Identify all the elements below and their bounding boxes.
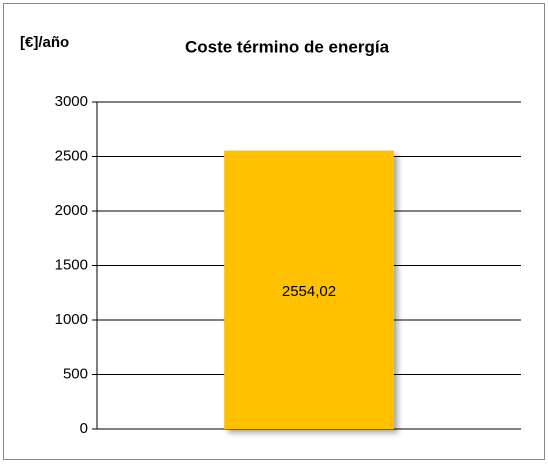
chart-title: Coste término de energía	[185, 37, 390, 56]
y-tick-label: 500	[63, 365, 88, 382]
bar	[224, 150, 394, 429]
y-tick-label: 0	[80, 420, 88, 437]
y-tick-label: 1500	[55, 256, 88, 273]
y-tick-label: 1000	[55, 311, 88, 328]
y-axis-title: [€]/año	[20, 34, 69, 51]
data-label: 2554,02	[282, 283, 336, 300]
y-tick-label: 3000	[55, 93, 88, 110]
y-tick-label: 2500	[55, 147, 88, 164]
y-tick-label: 2000	[55, 202, 88, 219]
